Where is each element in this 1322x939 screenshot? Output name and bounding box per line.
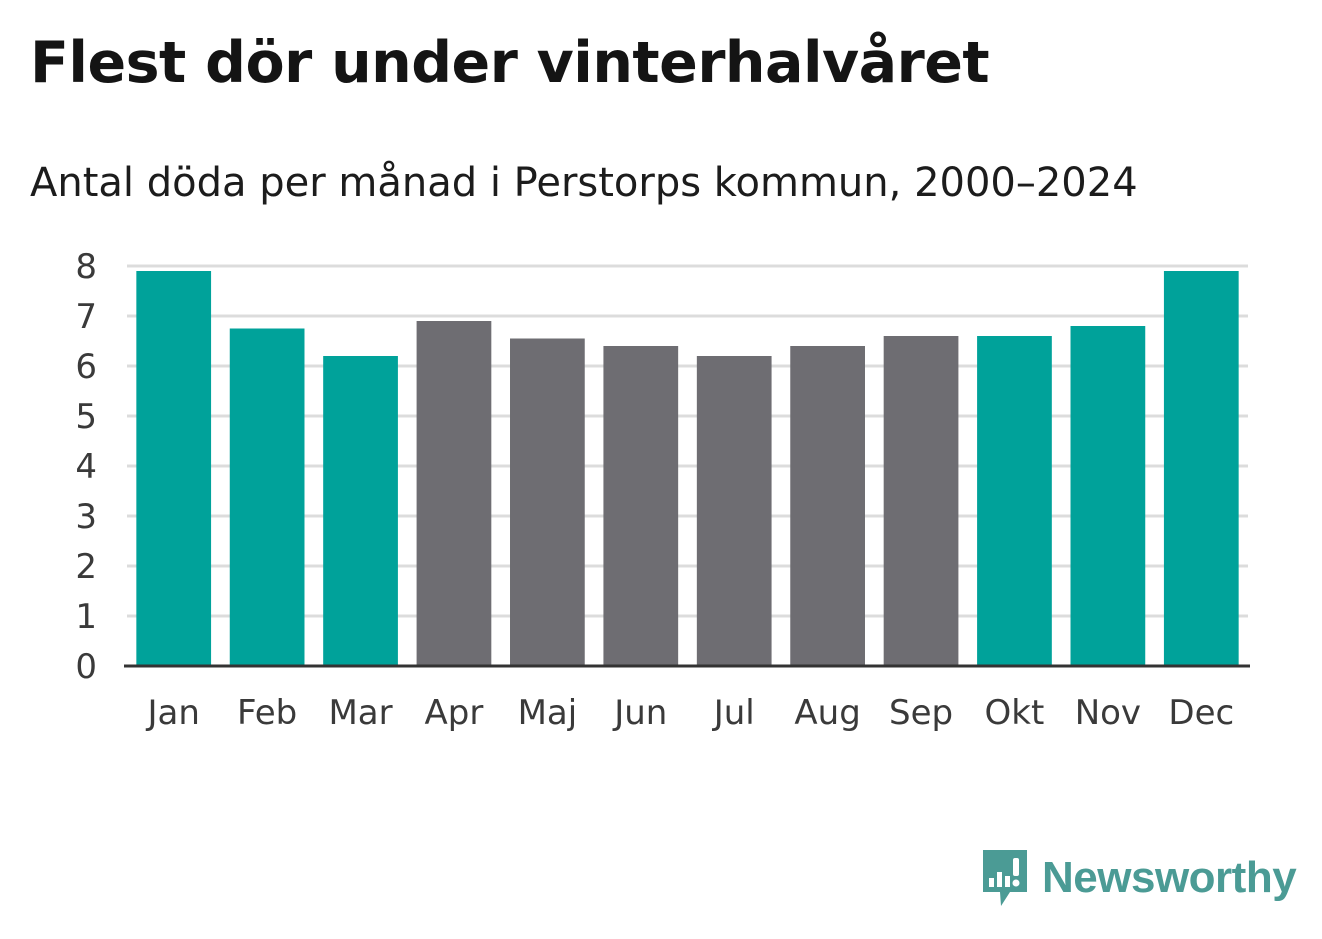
bar-feb [229,328,305,666]
y-tick-label: 5 [75,397,97,437]
x-tick-label: Nov [1075,693,1141,733]
bar-jul [696,356,772,666]
bar-okt [977,336,1052,666]
x-axis-ticks: Jan Feb Mar Apr Maj Jun Jul Aug Sep Okt Nov Dec [145,693,1234,733]
x-tick-label: Jul [712,693,755,733]
chart-title: Flest dör under vinterhalvåret [30,30,990,96]
x-tick-label: Okt [985,693,1045,733]
x-tick-label: Dec [1168,693,1234,733]
y-tick-label: 6 [75,347,97,387]
x-tick-label: Sep [889,693,953,733]
bar-jan [136,271,212,666]
y-tick-label: 3 [75,497,97,537]
chart-subtitle: Antal döda per månad i Perstorps kommun,… [30,160,1138,206]
bar-apr [416,321,492,666]
newsworthy-logo-icon [983,850,1027,906]
y-tick-label: 4 [75,447,97,487]
x-tick-label: Feb [237,693,297,733]
bar-chart: 0 1 2 3 4 5 6 7 8 Jan Feb Mar Apr Maj Jun Jul Aug Sep Okt… [75,247,1250,733]
y-axis-ticks: 0 1 2 3 4 5 6 7 8 [75,247,97,687]
y-tick-label: 8 [75,247,97,287]
bar-jun [603,346,679,666]
x-tick-label: Maj [518,693,578,733]
gridlines [127,264,1248,618]
bar-sep [883,336,959,666]
x-tick-label: Jun [612,693,667,733]
x-tick-label: Apr [425,693,484,733]
x-tick-label: Mar [328,693,392,733]
bar-mar [323,356,398,666]
x-tick-label: Jan [145,693,199,733]
brand-logo: Newsworthy [980,848,1297,908]
x-tick-label: Aug [794,693,860,733]
y-tick-label: 2 [75,547,97,587]
brand-name: Newsworthy [1042,853,1297,902]
bar-maj [510,338,585,666]
bar-aug [790,346,865,666]
bars [136,271,1239,666]
bar-nov [1070,326,1146,666]
y-tick-label: 0 [75,647,97,687]
y-tick-label: 1 [75,597,97,637]
bar-dec [1163,271,1239,666]
y-tick-label: 7 [75,297,97,337]
